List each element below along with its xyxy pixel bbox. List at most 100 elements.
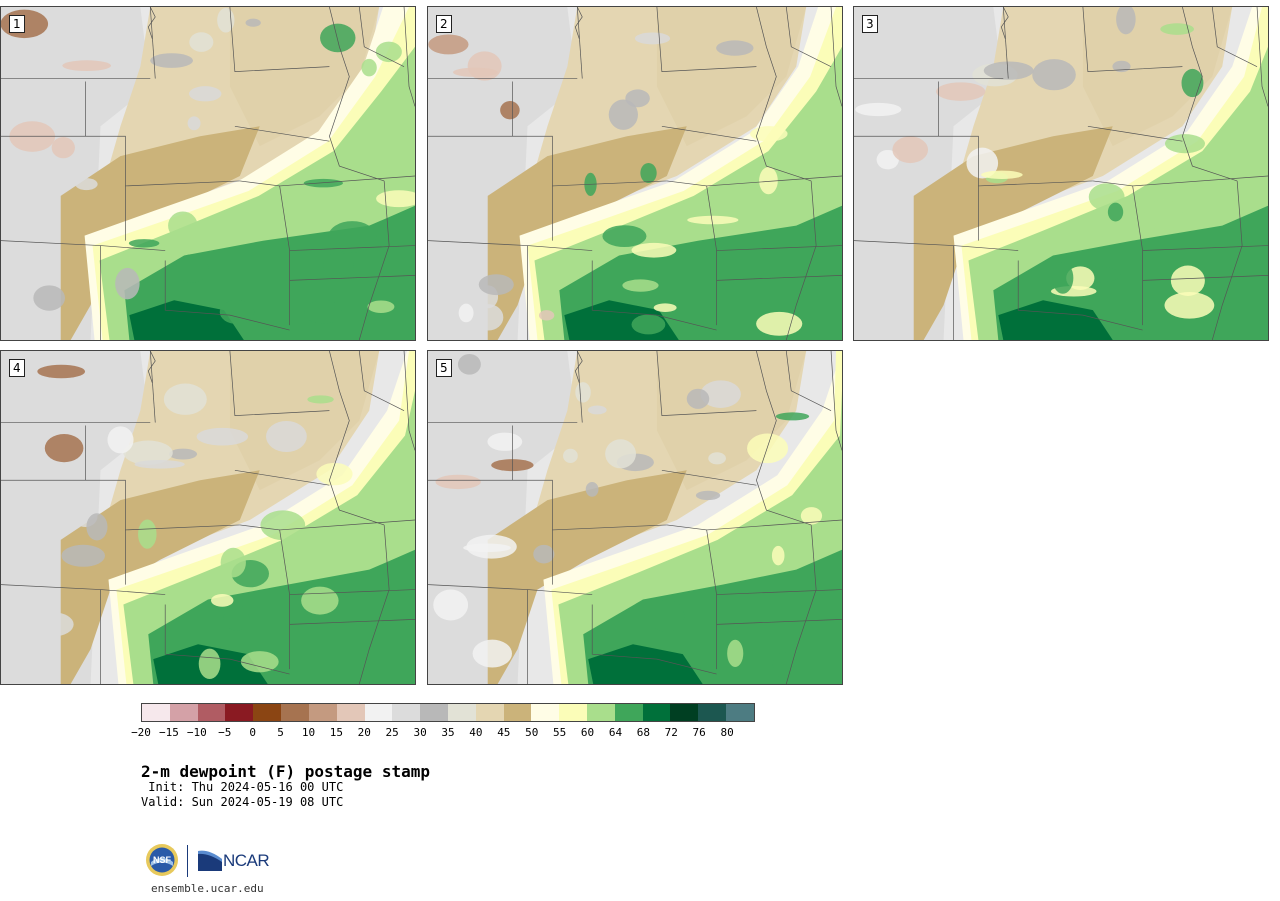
state-border bbox=[576, 351, 583, 423]
ensemble-member-map-4: 4 bbox=[0, 350, 416, 685]
logo-divider bbox=[187, 845, 188, 877]
state-border bbox=[149, 351, 156, 423]
field-blob bbox=[316, 462, 353, 486]
colorbar-swatch bbox=[670, 704, 699, 721]
field-blob bbox=[51, 137, 75, 159]
colorbar-tick-label: 80 bbox=[720, 726, 734, 739]
state-border bbox=[574, 351, 583, 383]
colorbar-swatch bbox=[642, 704, 671, 721]
field-blob bbox=[390, 618, 407, 639]
field-blob bbox=[500, 101, 520, 120]
field-blob bbox=[687, 215, 739, 225]
colorbar-tick-label: 25 bbox=[385, 726, 399, 739]
state-border bbox=[1092, 180, 1143, 326]
state-border bbox=[164, 260, 290, 331]
member-label: 4 bbox=[9, 359, 25, 377]
field-blob bbox=[107, 426, 134, 454]
state-border bbox=[239, 524, 290, 670]
colorbar-tick-label: 55 bbox=[553, 726, 567, 739]
field-blob bbox=[33, 612, 74, 637]
colorbar-swatch bbox=[197, 704, 226, 721]
nsf-logo-icon: NSF bbox=[146, 844, 178, 876]
field-blob bbox=[168, 211, 198, 240]
state-border bbox=[706, 519, 842, 531]
field-blob bbox=[981, 170, 1023, 179]
state-border bbox=[830, 7, 842, 107]
state-border bbox=[279, 175, 415, 187]
field-blob bbox=[1052, 262, 1074, 294]
field-blob bbox=[750, 126, 788, 142]
field-blob bbox=[188, 86, 222, 102]
state-border bbox=[1, 135, 126, 241]
field-blob bbox=[694, 240, 728, 252]
dewpoint-field-3 bbox=[854, 7, 1268, 340]
state-border bbox=[661, 469, 757, 486]
field-blob bbox=[435, 474, 481, 490]
state-border bbox=[1, 584, 166, 595]
state-border bbox=[1211, 7, 1258, 67]
state-border bbox=[147, 7, 156, 39]
state-border bbox=[428, 479, 553, 585]
colorbar-tick-label: 50 bbox=[525, 726, 539, 739]
state-border bbox=[125, 180, 240, 187]
field-blob bbox=[367, 300, 395, 313]
field-blob bbox=[876, 149, 899, 170]
dewpoint-field-2 bbox=[428, 7, 842, 340]
state-border bbox=[358, 180, 390, 340]
dry-region bbox=[428, 7, 578, 340]
colorbar-swatch bbox=[281, 704, 309, 721]
colorbar-tick-label: 0 bbox=[249, 726, 256, 739]
field-blob bbox=[648, 599, 685, 632]
field-blob bbox=[323, 252, 354, 279]
state-border bbox=[358, 351, 405, 411]
field-blob bbox=[260, 510, 306, 541]
state-border bbox=[1087, 125, 1183, 142]
state-border bbox=[164, 604, 290, 675]
field-blob bbox=[301, 586, 339, 615]
field-blob bbox=[220, 547, 246, 578]
state-border bbox=[234, 469, 330, 486]
field-blob bbox=[198, 648, 221, 680]
field-blob bbox=[428, 34, 469, 55]
state-border bbox=[229, 351, 330, 416]
colorbar-tick-label: 40 bbox=[469, 726, 483, 739]
state-border bbox=[716, 245, 842, 251]
state-border bbox=[552, 524, 667, 531]
field-blob bbox=[473, 304, 504, 331]
state-border bbox=[1, 479, 126, 585]
state-border bbox=[830, 351, 842, 451]
ensemble-member-map-5: 5 bbox=[427, 350, 843, 685]
field-blob bbox=[605, 439, 636, 469]
state-border bbox=[239, 180, 290, 326]
field-blob bbox=[307, 395, 334, 404]
state-border bbox=[656, 7, 757, 72]
colorbar-tick-label: 20 bbox=[357, 726, 371, 739]
very-moist-region bbox=[588, 644, 703, 684]
field-blob bbox=[361, 58, 377, 77]
colorbar-swatch bbox=[308, 704, 337, 721]
state-border bbox=[591, 604, 717, 675]
state-border bbox=[576, 7, 583, 79]
field-blob bbox=[37, 364, 86, 379]
dewpoint-field-1 bbox=[1, 7, 415, 340]
field-blob bbox=[686, 388, 710, 409]
field-blob bbox=[196, 427, 249, 446]
state-border bbox=[706, 175, 842, 187]
plains-dry-region bbox=[487, 126, 687, 340]
colorbar-tick-label: 76 bbox=[692, 726, 706, 739]
state-border bbox=[666, 524, 717, 670]
colorbar-tick-label: 5 bbox=[277, 726, 284, 739]
field-blob bbox=[375, 41, 402, 63]
ensemble-member-map-2: 2 bbox=[427, 6, 843, 341]
colorbar-tick-label: 15 bbox=[329, 726, 343, 739]
state-border bbox=[1017, 260, 1143, 331]
field-blob bbox=[61, 544, 105, 567]
state-border bbox=[403, 351, 415, 451]
member-label: 3 bbox=[862, 15, 878, 33]
field-blob bbox=[631, 314, 666, 335]
state-border bbox=[716, 619, 842, 625]
field-blob bbox=[223, 605, 250, 631]
colorbar-swatch bbox=[169, 704, 198, 721]
field-blob bbox=[602, 225, 647, 248]
state-border bbox=[1132, 175, 1268, 187]
